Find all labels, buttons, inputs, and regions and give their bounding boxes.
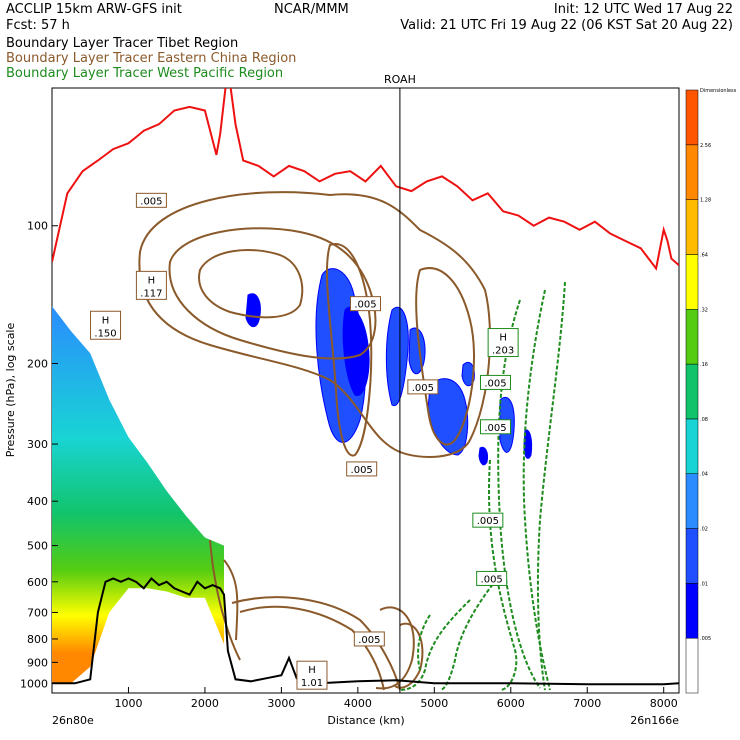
colorbar-label: .005 [700,636,711,642]
contour-value-label: .005 [476,570,508,586]
svg-text:.005: .005 [477,516,499,527]
svg-text:H: H [308,665,316,676]
colorbar-label: .16 [700,362,708,368]
colorbar-swatch [685,144,699,200]
plot-frame [51,87,680,694]
x-tick-label: 4000 [344,697,372,710]
legend-tibet: Boundary Layer Tracer Tibet Region [6,36,238,51]
y-tick-label: 1000 [20,677,48,690]
terrain-line [52,577,679,686]
contour-value-label: .005 [479,374,511,390]
high-center-label: H .117 [135,270,167,300]
svg-text:1.01: 1.01 [301,678,323,689]
y-tick-label: 400 [27,495,48,508]
x-axis-ticks: 1000 2000 3000 4000 5000 6000 7000 8000 [114,687,678,710]
svg-text:.150: .150 [94,328,116,339]
y-tick-label: 100 [27,220,48,233]
svg-text:.005: .005 [412,383,434,394]
colorbar-label: 2.56 [700,143,711,149]
svg-text:.117: .117 [140,288,162,299]
contour-value-label: .005 [472,512,504,528]
tibet-plume-fill [52,306,224,684]
svg-text:H: H [499,333,507,344]
tropopause-line [52,88,679,271]
svg-text:.005: .005 [351,465,373,476]
colorbar-swatch [685,418,699,474]
init-time: Init: 12 UTC Wed 17 Aug 22 [554,2,733,17]
svg-text:.005: .005 [358,635,380,646]
x-tick-label: 3000 [267,697,295,710]
high-center-label: H .150 [90,310,122,340]
contour-value-label: .005 [346,461,378,477]
legend-pacific: Boundary Layer Tracer West Pacific Regio… [6,66,283,81]
colorbar-swatch [685,637,699,694]
colorbar-label: .01 [700,581,708,587]
colorbar-label: .08 [700,417,708,423]
y-tick-label: 700 [27,606,48,619]
colorbar-swatch [685,199,699,255]
y-tick-label: 200 [27,357,48,370]
x-tick-label: 5000 [420,697,448,710]
colorbar: .005 .01 .02 .04 .08 .16 .32 .64 1.28 2.56 Dimensi… [685,88,737,694]
y-tick-label: 500 [27,540,48,553]
svg-text:.005: .005 [484,423,506,434]
valid-time: Valid: 21 UTC Fri 19 Aug 22 (06 KST Sat … [400,18,733,33]
colorbar-swatch [685,254,699,310]
contour-value-label: .005 [479,419,511,435]
title-left-line2: Fcst: 57 h [6,18,70,33]
x-tick-label: 1000 [114,697,142,710]
svg-text:.005: .005 [354,300,376,311]
svg-text:.203: .203 [492,346,514,357]
right-endpoint-label: 26n166e [630,714,679,727]
svg-text:.005: .005 [481,574,503,585]
colorbar-swatch [685,473,699,529]
x-tick-label: 8000 [650,697,678,710]
contour-value-label: .005 [350,296,381,312]
x-tick-label: 7000 [573,697,601,710]
title-left-line1: ACCLIP 15km ARW-GFS init [6,2,182,17]
x-tick-label: 6000 [497,697,525,710]
x-axis-title: Distance (km) [327,714,404,727]
high-center-label: H 1.01 [296,660,328,690]
y-tick-label: 800 [27,633,48,646]
colorbar-swatch [685,309,699,365]
colorbar-label: .04 [700,472,708,478]
y-axis-title: Pressure (hPa), log scale [4,323,17,458]
colorbar-label: .02 [700,527,708,533]
colorbar-title: Dimensionless [700,88,737,94]
colorbar-label: .32 [700,307,708,313]
y-tick-label: 600 [27,576,48,589]
colorbar-swatch [685,89,699,146]
roah-marker-label: ROAH [384,73,416,86]
contour-labels: .005 .005 .005 .005 .005 .005 .005 .005 .005 H .15… [90,192,519,690]
y-tick-label: 300 [27,438,48,451]
high-center-label: H .203 [487,328,519,358]
legend-china: Boundary Layer Tracer Eastern China Regi… [6,51,296,66]
svg-text:.005: .005 [484,378,506,389]
svg-text:H: H [148,275,156,286]
colorbar-swatch [685,583,699,639]
svg-text:H: H [102,315,110,326]
contour-value-label: .005 [353,631,385,647]
left-endpoint-label: 26n80e [52,714,94,727]
colorbar-label: .64 [700,252,708,258]
svg-text:.005: .005 [140,196,162,207]
colorbar-label: 1.28 [700,198,711,204]
x-tick-label: 2000 [191,697,219,710]
contour-value-label: .005 [135,192,167,208]
colorbar-swatch [685,363,699,420]
y-tick-label: 900 [27,656,48,669]
title-center: NCAR/MMM [274,2,349,17]
colorbar-swatch [685,528,699,584]
y-axis-ticks: 100 200 300 400 500 600 700 800 900 1000 [20,220,58,690]
contour-value-label: .005 [407,379,439,395]
china-contours [138,191,491,691]
